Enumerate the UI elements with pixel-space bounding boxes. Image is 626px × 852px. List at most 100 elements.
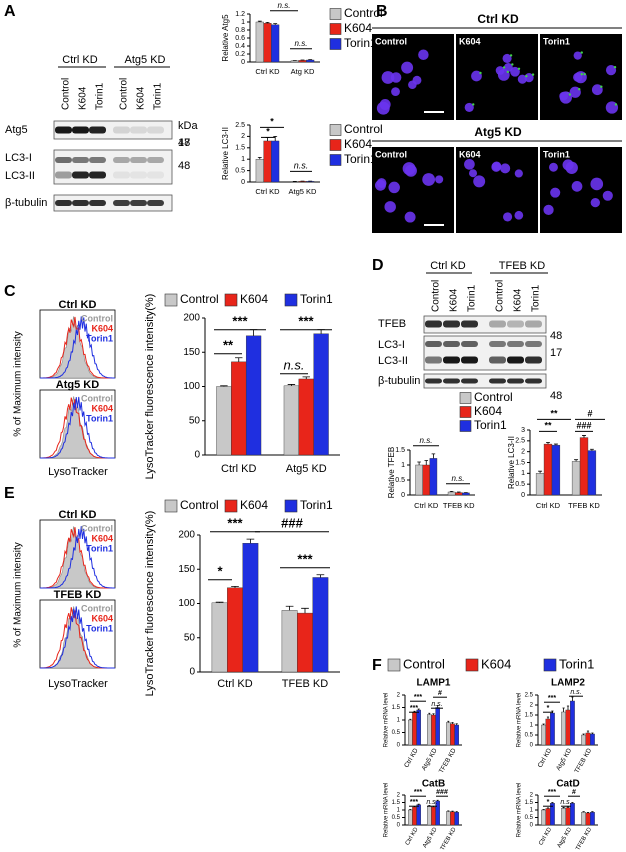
- error-bar: [302, 376, 310, 379]
- y-tick-label: 1.5: [525, 713, 534, 719]
- mw-marker: 17: [178, 137, 190, 149]
- significance-label: ***: [548, 789, 556, 796]
- blot-frame: [53, 149, 173, 185]
- legend-label: Torin1: [559, 656, 594, 671]
- nucleus: [514, 210, 524, 220]
- bar: [431, 714, 436, 746]
- y-tick-label: 1.5: [392, 705, 401, 711]
- x-tick-label: Atg5 KD: [286, 463, 327, 475]
- hist-torin1: [40, 526, 116, 589]
- blot-band: [425, 341, 442, 347]
- bar: [211, 602, 228, 673]
- bar: [446, 722, 451, 746]
- y-tick-label: 1: [397, 718, 401, 724]
- legend-swatch: [329, 154, 342, 166]
- significance-label: **: [544, 420, 552, 430]
- error-bar: [220, 385, 228, 387]
- bar: [545, 808, 551, 826]
- legend-label: K604: [474, 404, 502, 418]
- bar: [283, 385, 300, 456]
- error-bar: [451, 810, 454, 812]
- hist-title: Ctrl KD: [59, 509, 97, 521]
- puncta: [614, 103, 618, 106]
- x-tick-label: Ctrl KD: [255, 67, 280, 76]
- error-bar: [551, 802, 554, 804]
- error-bar: [582, 435, 586, 438]
- error-bar: [432, 713, 435, 715]
- y-tick-label: 0.5: [525, 815, 534, 821]
- y-tick-label: 100: [178, 598, 195, 609]
- blot-group: TFEB KD: [499, 260, 546, 272]
- y-tick-label: 1: [530, 723, 534, 729]
- row-label: LC3-II: [5, 170, 35, 182]
- y-tick-label: 0.4: [235, 43, 245, 50]
- y-tick-label: 1: [397, 808, 401, 814]
- significance-label: **: [550, 408, 558, 418]
- bar: [581, 812, 587, 826]
- puncta: [613, 65, 617, 69]
- y-tick-label: 1.5: [515, 459, 525, 466]
- nucleus: [602, 190, 613, 201]
- chart-title: CatD: [556, 779, 579, 790]
- nucleus: [571, 181, 583, 192]
- error-bar: [591, 811, 594, 813]
- y-tick-label: 2: [241, 133, 245, 140]
- nucleus: [422, 173, 436, 186]
- nucleus: [562, 159, 574, 171]
- significance-label: ***: [232, 313, 248, 328]
- bar: [581, 734, 587, 746]
- error-bar: [436, 799, 439, 801]
- bar: [263, 23, 272, 63]
- blot-band: [489, 356, 506, 364]
- bar: [585, 812, 591, 826]
- significance-label: ***: [297, 551, 313, 566]
- nucleus: [500, 163, 511, 174]
- bar: [570, 700, 575, 746]
- bar: [541, 809, 547, 826]
- puncta: [506, 70, 509, 74]
- significance-label: ***: [410, 799, 418, 806]
- y-tick-label: 0.5: [515, 481, 525, 488]
- y-tick-label: 0.6: [235, 35, 245, 42]
- lane-label: Torin1: [467, 284, 478, 312]
- puncta: [578, 88, 581, 91]
- error-bar: [246, 538, 255, 544]
- legend-label: Control: [344, 6, 383, 20]
- significance-label: n.s.: [278, 1, 291, 10]
- x-tick-label: TFEB KD: [575, 826, 593, 852]
- y-tick-label: 2.5: [235, 122, 245, 129]
- hist-title: TFEB KD: [54, 589, 102, 601]
- error-bar: [231, 585, 239, 588]
- error-bar: [447, 720, 450, 723]
- y-axis-label: Relative mRNA level: [517, 693, 523, 748]
- legend-swatch: [459, 392, 472, 404]
- legend-label: K604: [344, 137, 372, 151]
- hist-legend: K604: [91, 533, 113, 543]
- bar: [590, 733, 595, 746]
- nucleus: [435, 175, 444, 184]
- x-tick-label: Ctrl KD: [217, 678, 253, 690]
- bar: [298, 60, 307, 63]
- bar: [450, 811, 455, 826]
- blot-band: [461, 341, 478, 347]
- y-axis-label: LysoTracker fluorescence intensity(%): [144, 294, 156, 480]
- bar: [454, 812, 459, 826]
- legend-swatch: [465, 658, 479, 672]
- blot-band: [89, 157, 106, 163]
- blot-band: [461, 356, 478, 364]
- lane-label: Control: [431, 280, 442, 312]
- error-bar: [417, 461, 421, 465]
- nucleus: [590, 197, 600, 208]
- row-label: TFEB: [378, 318, 406, 330]
- y-tick-label: 0.5: [395, 477, 405, 484]
- error-bar: [285, 605, 294, 611]
- significance-label: ###: [436, 789, 448, 796]
- puncta: [511, 63, 514, 66]
- nucleus: [491, 162, 502, 172]
- bar: [271, 24, 280, 63]
- blot-band: [55, 171, 72, 179]
- bar: [435, 707, 440, 746]
- error-bar: [417, 803, 420, 805]
- chart-title: LAMP2: [551, 678, 585, 689]
- error-bar: [431, 453, 436, 459]
